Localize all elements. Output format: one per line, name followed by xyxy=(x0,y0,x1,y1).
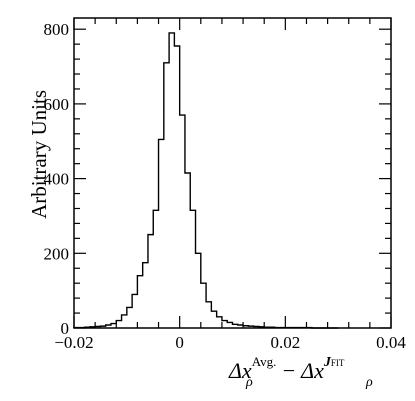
x-term2-symbol: Δx xyxy=(300,358,324,383)
x-axis-title: ΔxAvg. ρ − ΔxJFITρ xyxy=(228,354,373,390)
x-term1-sub: ρ xyxy=(245,375,253,390)
y-axis-title: Arbitrary Units xyxy=(27,90,51,219)
y-tick-label: 200 xyxy=(44,244,70,263)
y-tick-label: 0 xyxy=(61,319,70,338)
x-operator: − xyxy=(283,358,295,383)
x-term2-sup-small: FIT xyxy=(331,358,345,368)
x-tick-label: 0.02 xyxy=(270,333,300,352)
x-term1-sup: Avg. xyxy=(252,354,277,369)
y-tick-label: 800 xyxy=(44,20,70,39)
x-tick-label: −0.02 xyxy=(54,333,93,352)
x-tick-label: 0 xyxy=(175,333,184,352)
histogram-layer xyxy=(73,32,339,329)
histogram-outline xyxy=(73,32,339,329)
x-term2-sup-main: J xyxy=(323,355,332,370)
y-tick-label: 400 xyxy=(44,170,70,189)
x-term1-symbol: Δx xyxy=(228,358,252,383)
x-term2-sub: ρ xyxy=(365,375,373,390)
x-tick-label: 0.04 xyxy=(376,333,406,352)
plot-frame xyxy=(73,17,392,329)
y-tick-label: 600 xyxy=(44,95,70,114)
